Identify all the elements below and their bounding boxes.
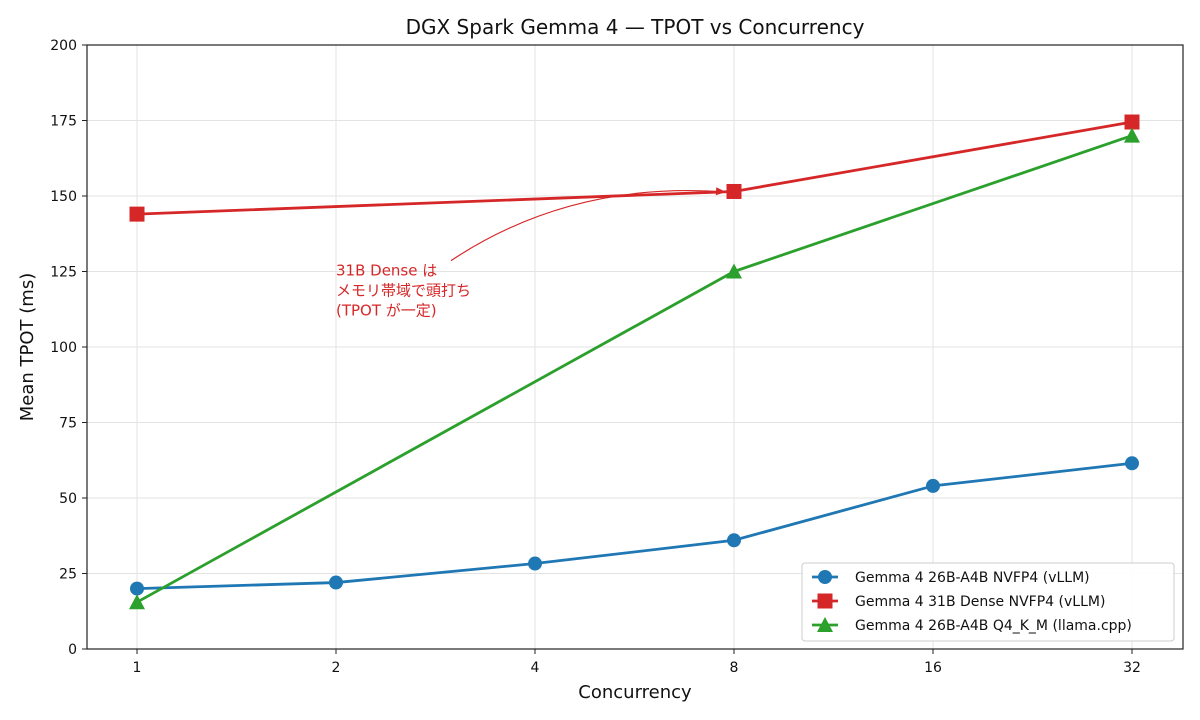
x-tick-label: 16	[924, 660, 942, 676]
legend-label: Gemma 4 31B Dense NVFP4 (vLLM)	[855, 594, 1105, 610]
y-tick-label: 175	[50, 114, 77, 130]
series-layer	[129, 114, 1140, 610]
ticks: 1 2 4 8 16 32 0 25 50 75 100 125 150 175 200	[50, 38, 1141, 676]
series-3	[129, 127, 1140, 610]
x-tick-label: 8	[730, 660, 739, 676]
legend-marker	[817, 593, 833, 609]
y-tick-label: 100	[50, 340, 77, 356]
annotation-arrow	[450, 189, 727, 262]
annotation-text: (TPOT が一定)	[336, 302, 437, 320]
data-point	[129, 206, 145, 222]
chart-title: DGX Spark Gemma 4 — TPOT vs Concurrency	[406, 15, 865, 39]
data-point	[726, 263, 742, 279]
legend-label: Gemma 4 26B-A4B NVFP4 (vLLM)	[855, 570, 1090, 586]
annotation-text: 31B Dense は	[336, 262, 437, 280]
legend-label: Gemma 4 26B-A4B Q4_K_M (llama.cpp)	[855, 618, 1132, 634]
y-tick-label: 75	[59, 416, 77, 432]
grid	[87, 44, 1183, 650]
y-tick-label: 50	[59, 491, 77, 507]
data-point	[1125, 456, 1139, 471]
series-line	[136, 461, 1133, 590]
annotation-arrowhead	[715, 187, 726, 196]
x-tick-label: 32	[1123, 660, 1141, 676]
y-tick-label: 25	[59, 567, 77, 583]
x-axis-label: Concurrency	[578, 682, 692, 703]
data-point	[726, 183, 742, 199]
legend-entry: Gemma 4 26B-A4B NVFP4 (vLLM)	[812, 570, 1090, 586]
legend-entry: Gemma 4 31B Dense NVFP4 (vLLM)	[812, 593, 1105, 610]
annotation-text: メモリ帯域で頭打ち	[336, 282, 471, 300]
legend-box	[801, 562, 1175, 642]
legend-marker	[818, 570, 832, 584]
legend-entry: Gemma 4 26B-A4B Q4_K_M (llama.cpp)	[812, 617, 1132, 634]
data-point	[329, 575, 343, 590]
y-tick-label: 0	[68, 642, 77, 658]
y-axis-label: Mean TPOT (ms)	[17, 273, 38, 421]
series-2	[129, 114, 1140, 222]
x-tick-label: 4	[531, 660, 540, 676]
data-point	[1124, 114, 1140, 130]
data-point	[130, 581, 144, 596]
data-point	[727, 533, 741, 548]
x-tick-label: 2	[332, 660, 341, 676]
y-tick-label: 125	[50, 265, 77, 281]
data-point	[926, 478, 940, 493]
data-point	[1124, 127, 1140, 143]
x-tick-label: 1	[133, 660, 142, 676]
data-point	[129, 594, 145, 610]
legend: Gemma 4 26B-A4B NVFP4 (vLLM) Gemma 4 31B …	[801, 562, 1175, 642]
series-line	[136, 120, 1133, 216]
series-1	[130, 456, 1139, 596]
y-tick-label: 200	[50, 38, 77, 54]
series-line	[136, 134, 1133, 604]
y-tick-label: 150	[50, 189, 77, 205]
data-point	[528, 556, 542, 571]
legend-marker	[817, 617, 833, 632]
